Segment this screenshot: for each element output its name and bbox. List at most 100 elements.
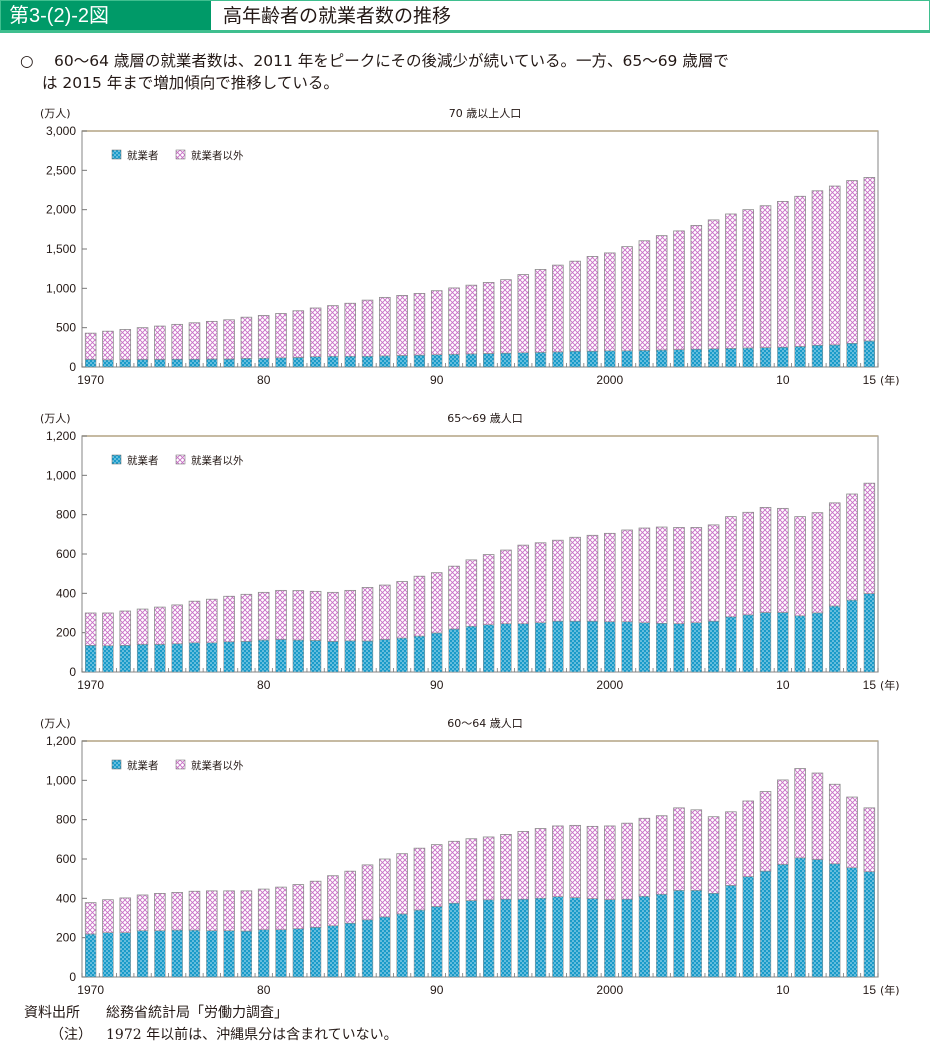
bar-employed-1979 <box>240 930 253 978</box>
bar-employed-1981 <box>275 929 287 978</box>
bar-not-employed-1990 <box>430 844 443 907</box>
bar-not-employed-2011 <box>794 195 806 347</box>
bar-employed-2002 <box>638 350 651 368</box>
source-label: 資料出所 <box>24 1005 80 1021</box>
x-tick-label: 80 <box>257 678 271 692</box>
bar-not-employed-1979 <box>240 316 253 359</box>
legend-label-not-employed: 就業者以外 <box>191 759 244 772</box>
bar-not-employed-1998 <box>569 824 581 899</box>
bar-employed-2008 <box>742 614 754 673</box>
x-tick-label: 2000 <box>596 373 623 387</box>
bar-employed-2001 <box>621 350 633 368</box>
legend-swatch-employed <box>111 454 122 465</box>
bar-employed-1985 <box>344 356 356 368</box>
bar-not-employed-1978 <box>223 319 235 360</box>
chart-title: 65～69 歳人口 <box>447 412 523 425</box>
bar-employed-2012 <box>811 345 824 368</box>
bar-not-employed-1989 <box>413 847 426 911</box>
bar-employed-1981 <box>275 639 287 673</box>
bar-employed-2005 <box>690 349 702 368</box>
bar-employed-1971 <box>102 645 114 673</box>
x-tick-label: 2000 <box>596 983 623 997</box>
bar-not-employed-1990 <box>430 572 443 634</box>
bar-employed-2014 <box>846 343 858 368</box>
bar-not-employed-1972 <box>119 329 132 361</box>
bar-not-employed-1984 <box>327 875 339 927</box>
bar-employed-1978 <box>223 358 235 368</box>
bar-employed-2015 <box>863 340 875 368</box>
bar-employed-1997 <box>552 896 564 978</box>
bar-not-employed-2012 <box>811 512 824 614</box>
bar-not-employed-2001 <box>621 246 633 352</box>
plot-frame <box>81 130 879 368</box>
bar-employed-1984 <box>327 925 339 978</box>
bar-employed-1980 <box>258 929 270 978</box>
bar-employed-1994 <box>500 899 512 978</box>
bar-employed-1973 <box>136 930 149 978</box>
chart-3: 60～64 歳人口 (万人) 0 200 400 600 800 1,000 1,200 1970… <box>40 717 900 997</box>
bar-not-employed-2002 <box>638 527 651 624</box>
y-tick-label: 1,000 <box>46 281 76 295</box>
bar-not-employed-1991 <box>448 565 460 630</box>
y-tick-label: 400 <box>56 586 76 600</box>
y-tick-label: 200 <box>56 931 76 945</box>
bar-employed-1991 <box>448 903 460 978</box>
bar-employed-2014 <box>846 599 858 673</box>
y-tick-label: 800 <box>56 813 76 827</box>
bar-not-employed-1982 <box>292 590 305 641</box>
note-label: （注） <box>50 1027 92 1043</box>
bar-not-employed-1997 <box>552 264 564 353</box>
bar-employed-1986 <box>361 356 374 368</box>
bar-not-employed-2011 <box>794 516 806 617</box>
bar-employed-1974 <box>154 644 166 673</box>
bar-not-employed-1971 <box>102 612 114 647</box>
bar-employed-2013 <box>829 344 841 368</box>
bar-employed-2001 <box>621 899 633 978</box>
figure-number: 第3-(2)-2図 <box>1 1 211 30</box>
bar-employed-2000 <box>604 621 616 673</box>
bar-not-employed-1986 <box>361 864 374 921</box>
bar-employed-1982 <box>292 357 304 368</box>
bar-employed-1982 <box>292 639 304 673</box>
y-tick-label: 0 <box>69 360 76 374</box>
y-tick-label: 1,000 <box>46 773 76 787</box>
bar-employed-1976 <box>188 359 201 368</box>
bar-employed-2000 <box>604 899 616 978</box>
bar-not-employed-1976 <box>188 322 201 360</box>
bar-employed-1970 <box>85 645 97 673</box>
bar-not-employed-2007 <box>725 811 737 886</box>
bar-not-employed-1986 <box>361 299 374 357</box>
y-axis-unit-label: (万人) <box>40 107 71 120</box>
bar-employed-2009 <box>759 870 772 978</box>
bar-employed-1992 <box>465 900 477 978</box>
bar-not-employed-2014 <box>846 493 858 601</box>
bar-not-employed-1980 <box>257 591 270 641</box>
bar-not-employed-1989 <box>413 575 426 637</box>
bar-employed-1988 <box>396 355 408 368</box>
y-axis-unit-label: (万人) <box>40 412 71 425</box>
bar-not-employed-1981 <box>275 589 287 640</box>
bar-employed-1989 <box>413 354 426 368</box>
bar-employed-2010 <box>777 612 789 673</box>
bar-employed-1988 <box>396 913 408 978</box>
bar-not-employed-1994 <box>500 834 512 900</box>
bar-not-employed-1974 <box>154 893 166 932</box>
bar-employed-1979 <box>240 358 253 368</box>
bar-employed-1994 <box>500 623 512 673</box>
bar-not-employed-2000 <box>604 252 616 352</box>
x-axis-unit-label: (年) <box>880 983 900 997</box>
bar-not-employed-1991 <box>448 840 460 904</box>
note-text: 1972 年以前は、沖縄県分は含まれていない。 <box>106 1027 398 1043</box>
bar-employed-2002 <box>638 896 651 978</box>
bar-employed-1992 <box>465 626 477 673</box>
bar-employed-1972 <box>119 359 131 368</box>
bar-employed-2015 <box>863 871 875 978</box>
bar-employed-1978 <box>223 930 235 978</box>
x-tick-label: 90 <box>430 678 444 692</box>
bar-employed-2004 <box>673 623 685 673</box>
y-tick-label: 400 <box>56 891 76 905</box>
bar-not-employed-1970 <box>84 612 97 646</box>
bar-not-employed-1992 <box>465 838 478 902</box>
bar-not-employed-2013 <box>828 502 841 607</box>
x-tick-label: 10 <box>776 373 790 387</box>
